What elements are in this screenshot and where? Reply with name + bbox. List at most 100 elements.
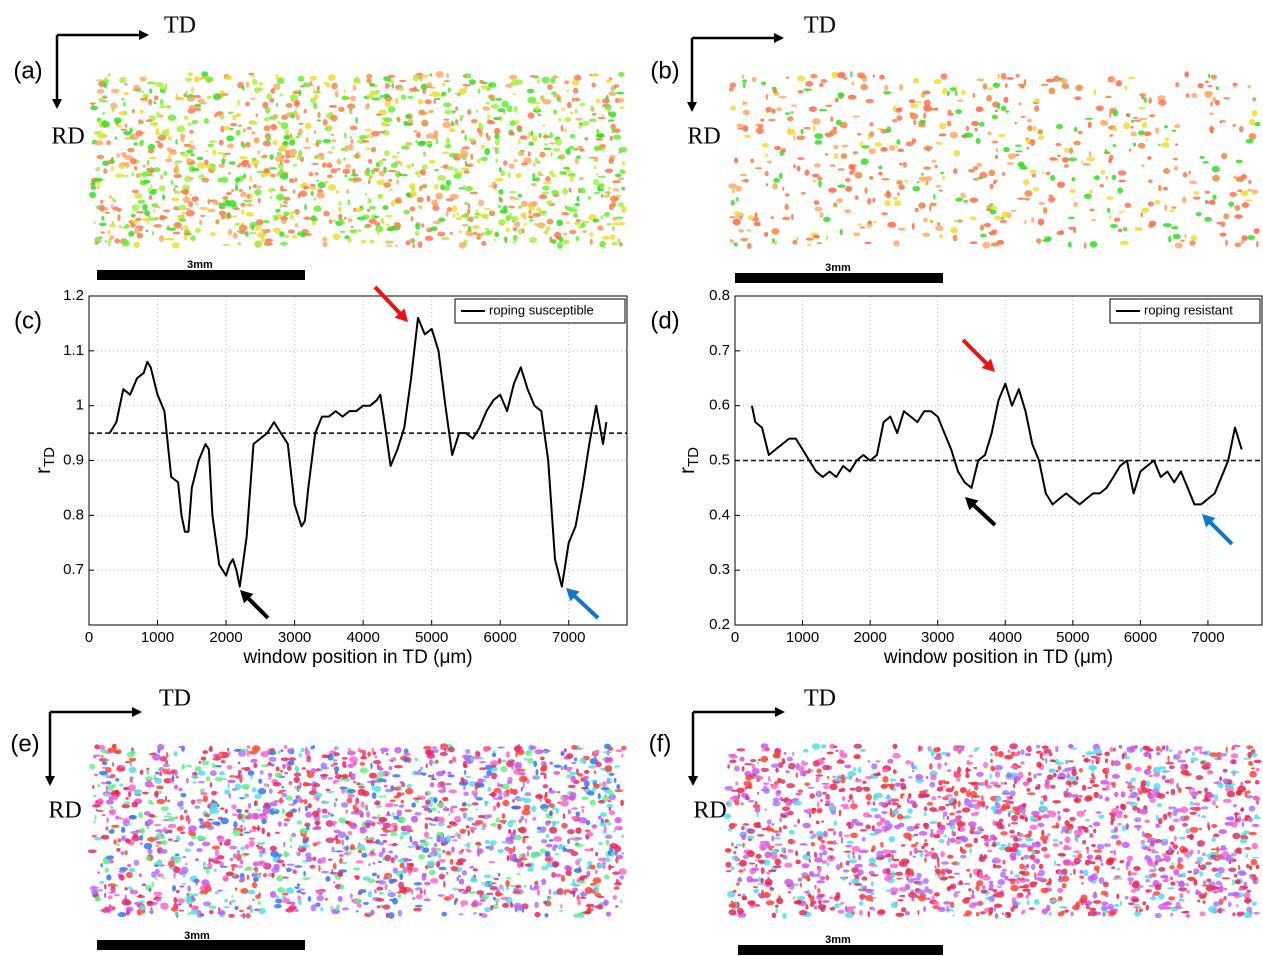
grain bbox=[1026, 147, 1029, 149]
grain bbox=[258, 198, 261, 204]
grain bbox=[943, 834, 946, 837]
grain bbox=[1244, 847, 1251, 850]
grain bbox=[820, 876, 826, 880]
grain bbox=[163, 769, 168, 775]
grain bbox=[557, 821, 559, 824]
grain bbox=[101, 121, 110, 128]
grain bbox=[425, 800, 431, 805]
grain bbox=[942, 176, 945, 180]
grain bbox=[253, 763, 257, 768]
grain bbox=[144, 210, 150, 216]
grain bbox=[980, 224, 985, 230]
grain bbox=[1133, 142, 1136, 146]
grain bbox=[309, 172, 314, 177]
grain bbox=[736, 844, 743, 846]
grain bbox=[399, 80, 407, 82]
grain bbox=[315, 792, 323, 797]
grain bbox=[814, 200, 820, 205]
grain bbox=[1058, 896, 1063, 901]
grain bbox=[596, 98, 600, 104]
grain bbox=[290, 149, 297, 156]
grain bbox=[574, 212, 578, 218]
grain bbox=[549, 236, 552, 243]
grain bbox=[543, 181, 552, 184]
grain bbox=[591, 824, 597, 829]
grain bbox=[521, 201, 528, 208]
grain bbox=[437, 802, 445, 807]
grain bbox=[202, 841, 210, 846]
grain bbox=[234, 222, 240, 226]
grain bbox=[1239, 126, 1244, 132]
grain bbox=[108, 748, 111, 752]
grain bbox=[259, 873, 261, 875]
grain bbox=[412, 75, 420, 82]
grain bbox=[736, 197, 739, 202]
grain bbox=[1072, 177, 1076, 181]
grain bbox=[800, 129, 803, 135]
grain bbox=[1232, 124, 1236, 127]
grain bbox=[497, 824, 501, 830]
grain bbox=[351, 226, 354, 228]
grain bbox=[621, 754, 623, 758]
grain bbox=[505, 236, 508, 243]
grain bbox=[1175, 82, 1179, 87]
grain bbox=[502, 885, 504, 892]
grain bbox=[892, 119, 897, 123]
grain bbox=[91, 180, 95, 185]
grain bbox=[399, 874, 403, 880]
grain bbox=[369, 773, 377, 779]
grain bbox=[957, 219, 963, 222]
grain bbox=[372, 792, 377, 799]
grain bbox=[435, 759, 438, 763]
grain bbox=[182, 856, 186, 858]
grain bbox=[281, 189, 287, 191]
grain bbox=[582, 230, 587, 233]
grain bbox=[294, 865, 302, 868]
grain bbox=[445, 783, 452, 785]
grain bbox=[409, 88, 418, 92]
grain bbox=[1174, 906, 1183, 909]
grain bbox=[410, 191, 417, 197]
grain bbox=[815, 140, 823, 145]
grain bbox=[598, 858, 606, 862]
grain bbox=[950, 838, 956, 843]
grain bbox=[195, 766, 202, 772]
grain bbox=[853, 151, 859, 154]
grain bbox=[937, 763, 941, 770]
grain bbox=[917, 910, 919, 915]
grain bbox=[384, 150, 390, 156]
grain bbox=[116, 815, 119, 818]
grain bbox=[500, 766, 507, 772]
grain bbox=[771, 228, 779, 235]
grain bbox=[180, 793, 186, 798]
grain bbox=[1111, 78, 1116, 82]
grain bbox=[153, 892, 162, 896]
grain bbox=[384, 873, 392, 880]
grain bbox=[321, 754, 329, 758]
grain bbox=[383, 94, 390, 99]
grain bbox=[318, 865, 320, 872]
grain bbox=[195, 858, 199, 861]
grain bbox=[210, 782, 212, 788]
grain bbox=[215, 219, 219, 224]
rd-label: RD bbox=[48, 798, 81, 824]
grain bbox=[612, 871, 620, 875]
grain bbox=[619, 106, 624, 109]
grain bbox=[93, 821, 95, 824]
grain bbox=[869, 148, 876, 154]
grain bbox=[404, 757, 408, 763]
grain bbox=[1247, 235, 1255, 240]
grain bbox=[497, 108, 505, 112]
grain bbox=[823, 217, 831, 222]
grain bbox=[134, 193, 142, 199]
grain bbox=[1033, 774, 1036, 779]
grain bbox=[566, 221, 571, 224]
grain bbox=[325, 898, 328, 901]
grain bbox=[201, 760, 209, 765]
grain bbox=[372, 849, 375, 852]
grain bbox=[784, 879, 793, 885]
grain bbox=[104, 212, 110, 214]
grain bbox=[359, 827, 366, 833]
grain bbox=[451, 866, 458, 871]
grain bbox=[154, 791, 159, 798]
